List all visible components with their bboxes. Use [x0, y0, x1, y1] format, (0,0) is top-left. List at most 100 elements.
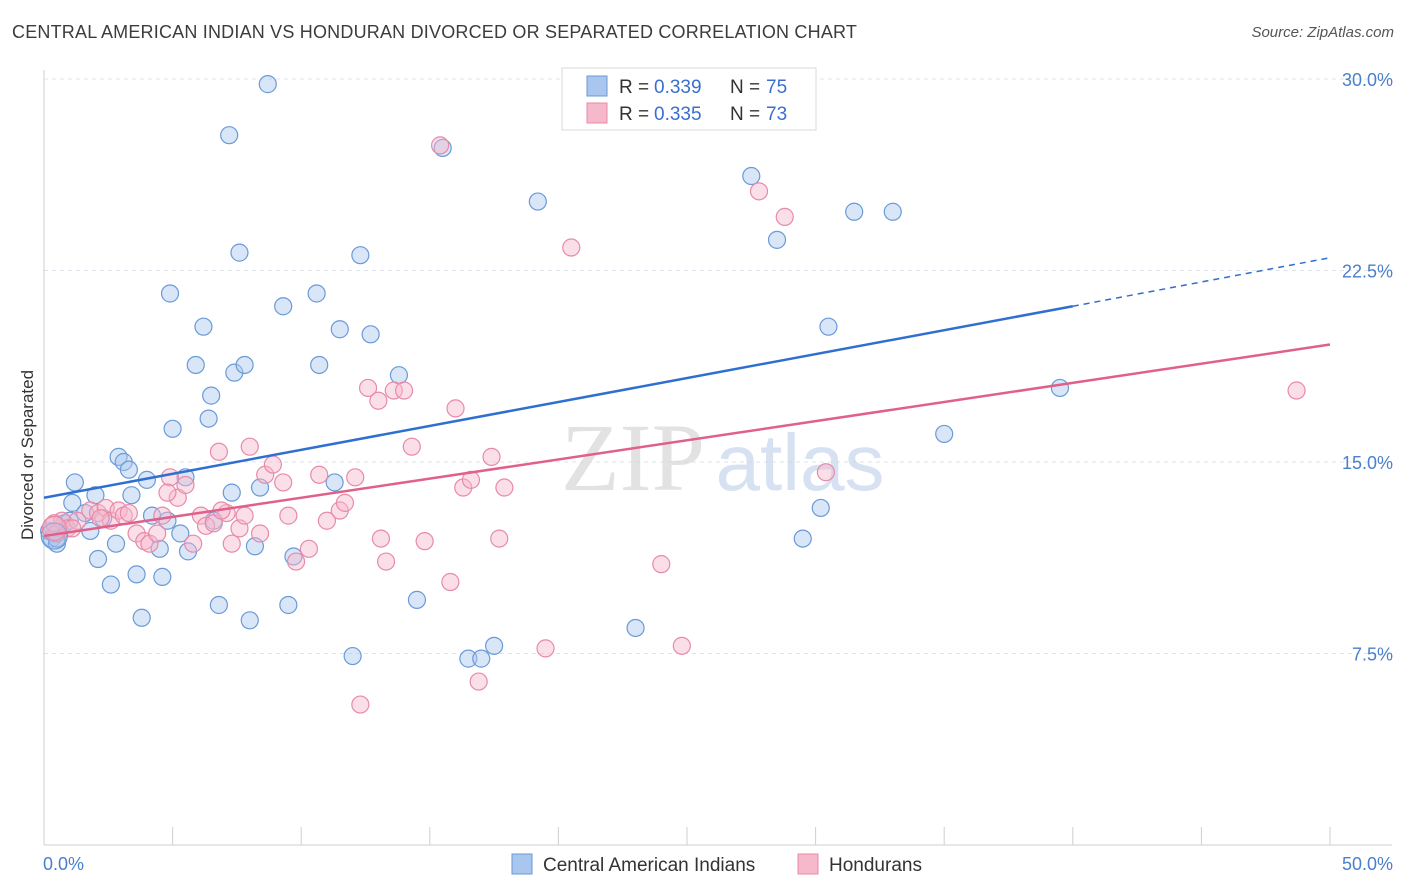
- point-hondurans-17: [160, 468, 180, 487]
- point-central-american-indians-65: [767, 230, 787, 249]
- point-central-american-indians-58: [433, 138, 452, 158]
- point-hondurans-32: [263, 455, 283, 474]
- point-central-american-indians-33: [199, 409, 218, 428]
- series-legend: Central American Indians Hondurans: [511, 853, 922, 876]
- point-hondurans-67: [1287, 381, 1306, 400]
- point-hondurans-40: [335, 493, 355, 512]
- point-central-american-indians-20: [132, 608, 151, 627]
- point-central-american-indians-62: [528, 192, 547, 211]
- point-hondurans-65: [775, 207, 794, 226]
- legend-r-value-blue: 0.339: [654, 77, 702, 98]
- point-central-american-indians-61: [485, 636, 504, 655]
- point-central-american-indians-68: [819, 317, 838, 336]
- point-central-american-indians-13: [101, 575, 120, 594]
- point-central-american-indians-23: [150, 539, 169, 558]
- point-hondurans-60: [536, 639, 555, 658]
- point-central-american-indians-31: [186, 355, 205, 375]
- point-hondurans-59: [495, 478, 514, 497]
- point-hondurans-71: [158, 483, 177, 502]
- point-central-american-indians-57: [407, 590, 427, 609]
- x-tick-label-min: 0.0%: [43, 854, 84, 874]
- axes: 7.5% 15.0% 22.5% 30.0% 0.0% 50.0%: [43, 70, 1393, 874]
- point-central-american-indians-14: [106, 534, 126, 553]
- legend-swatch-pink: [586, 102, 608, 124]
- trend-lines: [43, 256, 1331, 538]
- point-hondurans-35: [286, 552, 306, 571]
- y-tick-label-3: 30.0%: [1342, 70, 1393, 90]
- point-hondurans-54: [454, 478, 473, 497]
- point-hondurans-41: [346, 468, 365, 487]
- point-hondurans-53: [446, 399, 465, 418]
- point-central-american-indians-49: [307, 284, 326, 303]
- point-hondurans-16: [153, 506, 172, 525]
- point-central-american-indians-24: [153, 567, 172, 587]
- point-hondurans-12: [127, 524, 146, 543]
- series-legend-label-blue: Central American Indians: [543, 855, 755, 876]
- point-hondurans-61: [562, 238, 581, 257]
- point-central-american-indians-7: [65, 473, 84, 492]
- point-hondurans-30: [250, 524, 270, 543]
- legend-r-value-pink: 0.335: [654, 104, 702, 125]
- point-hondurans-11: [119, 503, 138, 523]
- legend-n-value-blue: 75: [766, 77, 787, 98]
- point-hondurans-20: [184, 534, 203, 553]
- y-tick-label-1: 15.0%: [1342, 453, 1393, 473]
- point-hondurans-46: [376, 552, 396, 571]
- correlation-legend: R = 0.339 N = 75 R = 0.335 N = 73: [561, 67, 817, 131]
- point-central-american-indians-53: [343, 646, 362, 666]
- legend-n-label-pink: N =: [730, 104, 760, 125]
- point-hondurans-51: [430, 136, 450, 155]
- point-hondurans-64: [749, 182, 769, 201]
- point-central-american-indians-72: [1050, 378, 1070, 398]
- point-central-american-indians-54: [351, 246, 370, 265]
- point-central-american-indians-60: [472, 649, 491, 668]
- data-points: [40, 75, 1306, 714]
- point-hondurans-15: [148, 524, 167, 543]
- point-hondurans-14: [140, 534, 159, 553]
- point-hondurans-48: [394, 381, 414, 400]
- point-central-american-indians-17: [119, 460, 138, 479]
- point-central-american-indians-26: [160, 284, 180, 303]
- point-hondurans-49: [402, 437, 421, 456]
- point-central-american-indians-63: [626, 618, 645, 638]
- point-central-american-indians-71: [935, 424, 954, 444]
- point-hondurans-66: [816, 463, 835, 482]
- point-central-american-indians-15: [109, 447, 128, 466]
- point-central-american-indians-51: [325, 473, 344, 492]
- point-central-american-indians-19: [127, 565, 146, 584]
- y-tick-label-0: 7.5%: [1352, 645, 1393, 665]
- point-central-american-indians-37: [220, 126, 239, 145]
- point-central-american-indians-41: [235, 355, 254, 375]
- point-central-american-indians-66: [793, 529, 812, 548]
- point-hondurans-42: [351, 695, 370, 714]
- point-central-american-indians-27: [163, 419, 182, 438]
- point-hondurans-62: [652, 555, 671, 574]
- point-central-american-indians-18: [122, 486, 141, 505]
- point-central-american-indians-67: [811, 498, 830, 518]
- trend-line-central-american-indians: [43, 305, 1074, 499]
- legend-r-label-blue: R =: [619, 77, 649, 98]
- legend-r-label-pink: R =: [619, 104, 649, 125]
- y-tick-label-2: 22.5%: [1342, 262, 1393, 282]
- point-central-american-indians-50: [310, 355, 329, 375]
- point-central-american-indians-46: [274, 297, 293, 316]
- chart-title: CENTRAL AMERICAN INDIAN VS HONDURAN DIVO…: [12, 22, 858, 42]
- point-hondurans-38: [317, 511, 337, 530]
- point-hondurans-50: [415, 532, 434, 551]
- point-central-american-indians-32: [194, 317, 213, 336]
- point-hondurans-33: [274, 473, 293, 492]
- point-hondurans-26: [222, 534, 241, 553]
- grid: [44, 78, 1392, 654]
- point-central-american-indians-55: [361, 325, 380, 344]
- point-hondurans-56: [469, 672, 488, 691]
- point-hondurans-47: [384, 381, 403, 400]
- x-tick-label-max: 50.0%: [1342, 854, 1393, 874]
- series-legend-swatch-blue: [511, 853, 533, 875]
- point-hondurans-52: [441, 572, 460, 592]
- y-axis-title: Divorced or Separated: [18, 370, 37, 540]
- legend-swatch-blue: [586, 75, 608, 97]
- point-central-american-indians-38: [222, 483, 241, 502]
- point-cluster-blue: [40, 522, 68, 550]
- point-central-american-indians-40: [230, 243, 249, 262]
